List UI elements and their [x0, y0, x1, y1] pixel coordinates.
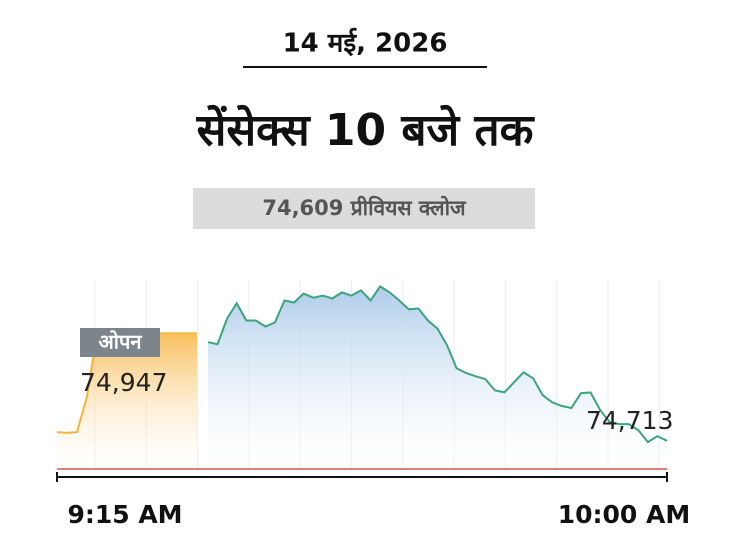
- prev-close-label: प्रीवियस क्लोज: [350, 195, 467, 220]
- line: [207, 285, 668, 444]
- area: [208, 286, 667, 469]
- open-badge: [80, 328, 160, 357]
- prev-close: 74,609 प्रीवियस क्लोज: [262, 195, 467, 220]
- prev-close-value: 74,609: [262, 196, 343, 220]
- chart-title: सेंसेक्स 10 बजे तक: [196, 104, 536, 156]
- open-label: ओपन: [99, 330, 143, 354]
- prev-close-box: [193, 188, 535, 229]
- date: 14 मई, 2026: [283, 28, 448, 59]
- x-start: 9:15 AM: [67, 500, 182, 529]
- x-end: 10:00 AM: [558, 500, 691, 529]
- open-value: 74,947: [80, 368, 167, 397]
- last-value: 74,713: [586, 406, 673, 435]
- plot: [56, 280, 668, 470]
